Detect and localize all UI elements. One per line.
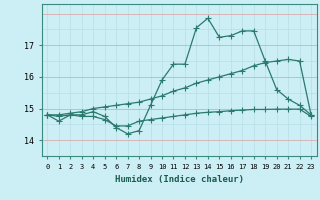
X-axis label: Humidex (Indice chaleur): Humidex (Indice chaleur) (115, 175, 244, 184)
